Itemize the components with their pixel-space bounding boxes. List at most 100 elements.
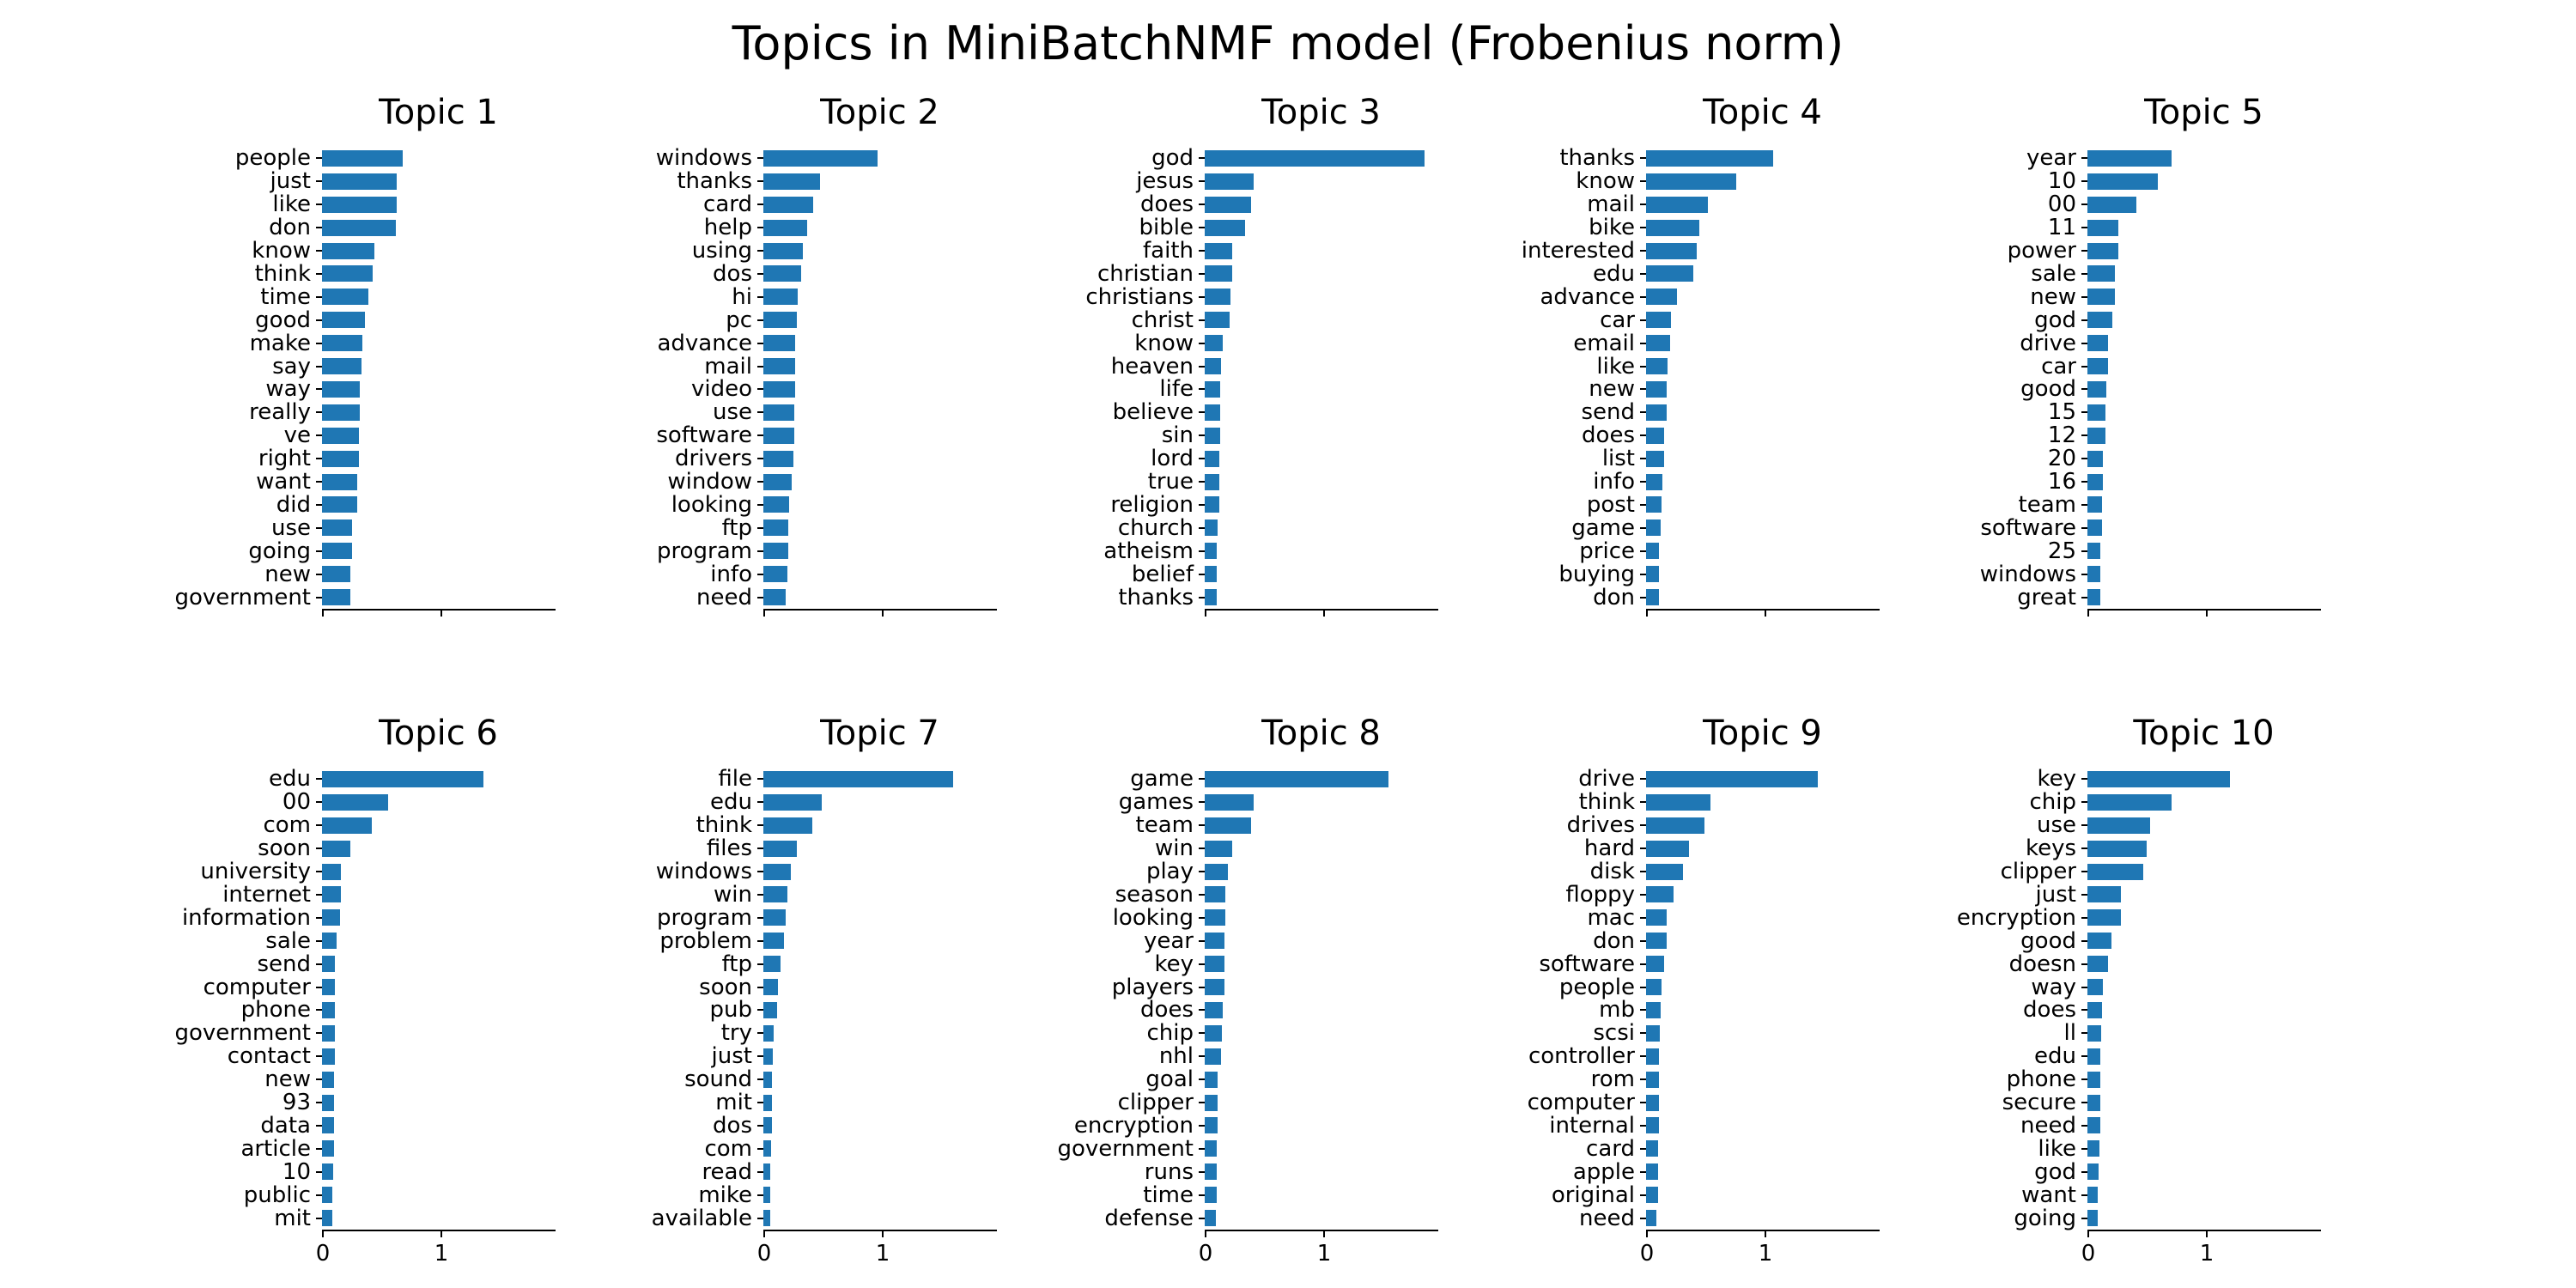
- bar: [1646, 1187, 1658, 1203]
- y-tick-mark: [1640, 778, 1646, 780]
- y-tick-label: does: [1140, 997, 1194, 1023]
- y-tick-label: new: [1589, 376, 1635, 402]
- y-tick-mark: [1199, 778, 1205, 780]
- y-tick-label: post: [1586, 492, 1635, 518]
- y-tick-mark: [757, 1102, 763, 1103]
- y-tick-label: use: [270, 515, 311, 541]
- bar: [322, 1140, 334, 1157]
- y-tick-mark: [316, 504, 322, 506]
- bar: [1646, 381, 1667, 398]
- y-tick-mark: [1640, 987, 1646, 988]
- y-tick-mark: [1640, 824, 1646, 826]
- bar: [1205, 1002, 1223, 1018]
- y-tick-mark: [1199, 1125, 1205, 1127]
- y-tick-mark: [316, 481, 322, 483]
- y-tick-mark: [316, 366, 322, 368]
- y-tick-label: good: [2020, 928, 2076, 954]
- y-tick-label: clipper: [2000, 859, 2076, 884]
- y-tick-label: looking: [671, 492, 752, 518]
- y-tick-label: ftp: [721, 515, 752, 541]
- bar: [1646, 864, 1683, 880]
- y-tick-mark: [1640, 157, 1646, 159]
- x-tick-mark: [763, 611, 765, 617]
- bar: [322, 566, 350, 582]
- bar: [763, 1072, 772, 1088]
- y-tick-label: going: [248, 538, 311, 564]
- bar: [322, 1210, 332, 1226]
- y-tick-mark: [2081, 250, 2087, 252]
- bar: [1205, 1210, 1216, 1226]
- y-tick-mark: [316, 894, 322, 896]
- bar: [1646, 794, 1710, 811]
- y-tick-mark: [1640, 204, 1646, 205]
- y-tick-mark: [757, 894, 763, 896]
- y-tick-label: 00: [282, 789, 311, 815]
- bar: [322, 1048, 335, 1065]
- y-tick-label: send: [257, 951, 311, 977]
- y-tick-label: chip: [2029, 789, 2076, 815]
- y-tick-label: new: [2030, 284, 2076, 310]
- y-tick-mark: [2081, 366, 2087, 368]
- y-tick-label: edu: [1593, 261, 1635, 287]
- subplot-title: Topic 3: [1261, 93, 1381, 132]
- y-tick-mark: [316, 824, 322, 826]
- bar: [763, 312, 797, 328]
- bar: [1646, 1163, 1658, 1180]
- bar: [1205, 220, 1245, 236]
- y-tick-mark: [757, 848, 763, 849]
- y-tick-label: game: [1571, 515, 1635, 541]
- y-tick-label: drivers: [674, 446, 752, 471]
- x-tick-mark: [440, 1231, 442, 1237]
- y-tick-mark: [1199, 1032, 1205, 1034]
- y-tick-mark: [1199, 597, 1205, 598]
- y-tick-label: internal: [1549, 1113, 1635, 1139]
- bar: [2087, 1140, 2099, 1157]
- y-tick-label: faith: [1143, 238, 1194, 264]
- y-tick-mark: [2081, 319, 2087, 321]
- y-tick-label: like: [272, 191, 311, 217]
- y-tick-label: available: [651, 1206, 752, 1231]
- bar: [763, 1048, 773, 1065]
- y-tick-label: mb: [1599, 997, 1635, 1023]
- bar: [763, 794, 822, 811]
- bar: [763, 404, 794, 421]
- y-tick-label: think: [254, 261, 311, 287]
- y-tick-label: does: [1582, 422, 1635, 448]
- bar: [322, 1095, 334, 1111]
- y-tick-mark: [757, 296, 763, 298]
- y-tick-mark: [1199, 824, 1205, 826]
- subplot-title: Topic 9: [1703, 714, 1822, 753]
- y-tick-mark: [2081, 1078, 2087, 1080]
- y-tick-label: know: [1576, 168, 1635, 194]
- bar: [322, 841, 350, 857]
- x-tick-mark: [882, 611, 884, 617]
- x-tick-label: 1: [434, 1241, 449, 1267]
- y-tick-label: christians: [1085, 284, 1194, 310]
- y-tick-mark: [1199, 388, 1205, 390]
- bar: [2087, 381, 2106, 398]
- y-tick-mark: [2081, 180, 2087, 182]
- bar: [1205, 1163, 1217, 1180]
- y-tick-mark: [1640, 180, 1646, 182]
- y-tick-label: good: [2020, 376, 2076, 402]
- y-tick-label: secure: [2002, 1090, 2076, 1115]
- y-tick-label: public: [243, 1182, 311, 1208]
- y-tick-mark: [757, 940, 763, 942]
- bar: [1646, 909, 1667, 926]
- y-tick-label: want: [256, 469, 311, 495]
- y-tick-mark: [757, 1032, 763, 1034]
- subplot-title: Topic 10: [2133, 714, 2275, 753]
- y-tick-mark: [1199, 894, 1205, 896]
- subplot-title: Topic 2: [820, 93, 939, 132]
- x-tick-mark: [1646, 1231, 1648, 1237]
- bar: [1205, 312, 1230, 328]
- y-tick-mark: [2081, 343, 2087, 344]
- y-tick-label: don: [269, 215, 311, 240]
- bar: [2087, 1025, 2101, 1042]
- y-tick-mark: [1640, 917, 1646, 919]
- y-tick-mark: [1199, 917, 1205, 919]
- y-tick-mark: [2081, 458, 2087, 459]
- y-tick-mark: [1199, 963, 1205, 965]
- bar: [763, 358, 795, 374]
- y-tick-mark: [316, 871, 322, 872]
